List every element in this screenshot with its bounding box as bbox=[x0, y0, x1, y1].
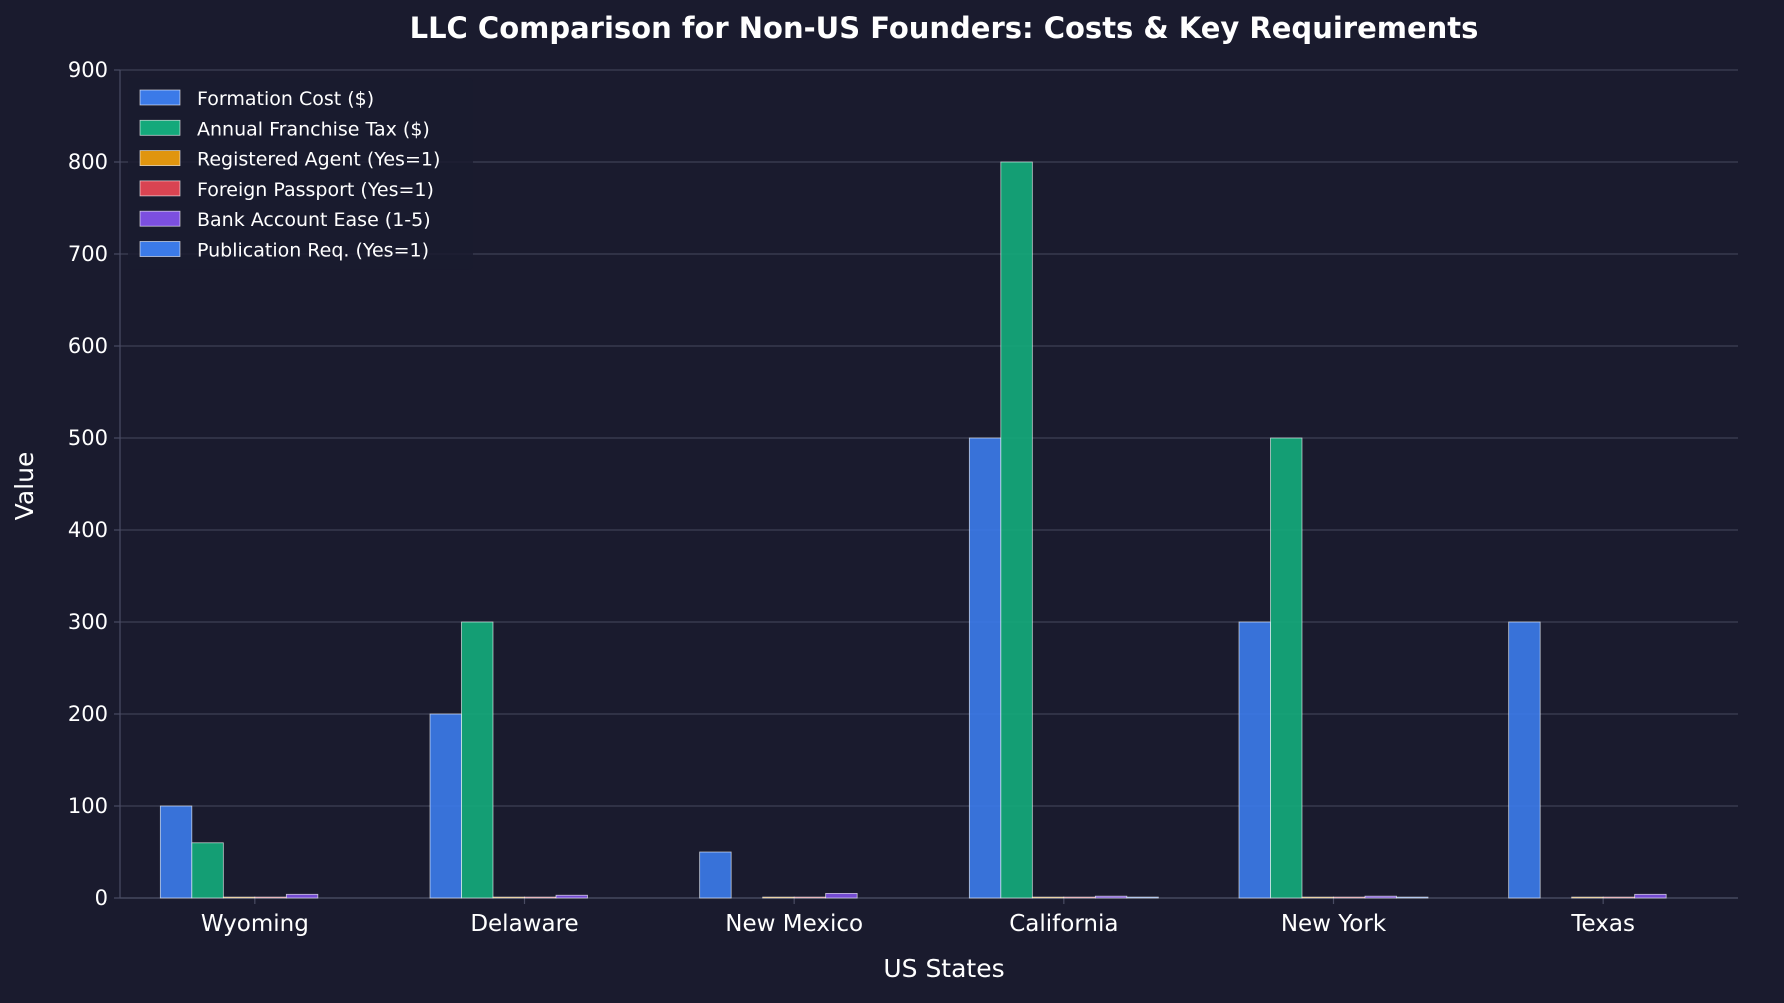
legend-label: Foreign Passport (Yes=1) bbox=[197, 179, 434, 201]
x-tick-label: Wyoming bbox=[201, 911, 309, 937]
bar-new-york-series-2 bbox=[1301, 896, 1334, 899]
bar-new-mexico-series-0 bbox=[699, 851, 732, 899]
legend-label: Bank Account Ease (1-5) bbox=[197, 209, 431, 231]
bar-delaware-series-0 bbox=[429, 713, 462, 899]
bar-new-mexico-series-4 bbox=[825, 893, 858, 899]
legend: Formation Cost ($) Annual Franchise Tax (… bbox=[128, 78, 473, 270]
legend-swatch bbox=[139, 119, 181, 136]
x-tick-label: New Mexico bbox=[725, 911, 863, 937]
bar-california-series-1 bbox=[1000, 161, 1033, 899]
y-tick-label: 400 bbox=[68, 518, 108, 542]
y-tick-label: 900 bbox=[68, 58, 108, 82]
axes bbox=[114, 69, 1738, 904]
y-tick-label: 300 bbox=[68, 610, 108, 634]
y-tick-label: 600 bbox=[68, 334, 108, 358]
bar-wyoming-series-2 bbox=[222, 896, 256, 899]
legend-box bbox=[128, 78, 473, 270]
x-tick-label: New York bbox=[1281, 911, 1387, 937]
chart-title: LLC Comparison for Non-US Founders: Cost… bbox=[410, 11, 1479, 45]
bar-delaware-series-3 bbox=[524, 896, 557, 899]
y-tick-label: 100 bbox=[68, 794, 108, 818]
bar-new-york-series-1 bbox=[1270, 437, 1303, 899]
y-tick-label: 200 bbox=[68, 702, 108, 726]
bar-california-series-0 bbox=[968, 437, 1002, 899]
bar-delaware-series-1 bbox=[461, 621, 494, 899]
legend-swatch bbox=[139, 210, 181, 227]
bar-wyoming-series-0 bbox=[159, 805, 193, 899]
bar-new-york-series-5 bbox=[1396, 896, 1429, 899]
bar-wyoming-series-3 bbox=[254, 896, 287, 899]
bars bbox=[159, 161, 1667, 899]
bar-california-series-3 bbox=[1063, 896, 1096, 899]
bar-california-series-2 bbox=[1031, 896, 1065, 899]
legend-label: Publication Req. (Yes=1) bbox=[197, 240, 429, 262]
bar-new-mexico-series-2 bbox=[762, 896, 795, 899]
bar-wyoming-series-4 bbox=[285, 893, 319, 899]
legend-label: Formation Cost ($) bbox=[197, 88, 374, 110]
y-tick-label: 800 bbox=[68, 150, 108, 174]
bar-texas-series-3 bbox=[1602, 896, 1636, 899]
legend-swatch bbox=[139, 241, 181, 257]
bar-texas-series-4 bbox=[1634, 893, 1667, 899]
bar-delaware-series-2 bbox=[492, 896, 525, 899]
y-tick-label: 0 bbox=[95, 886, 108, 910]
bar-new-york-series-4 bbox=[1364, 895, 1397, 899]
bar-delaware-series-4 bbox=[555, 894, 588, 899]
legend-swatch bbox=[139, 89, 181, 106]
bar-wyoming-series-1 bbox=[191, 842, 224, 899]
x-tick-label: Delaware bbox=[470, 911, 578, 937]
legend-swatch bbox=[139, 180, 181, 197]
legend-label: Registered Agent (Yes=1) bbox=[197, 149, 440, 171]
bar-new-york-series-0 bbox=[1238, 621, 1271, 899]
legend-label: Annual Franchise Tax ($) bbox=[197, 118, 430, 140]
x-tick-label: California bbox=[1009, 911, 1118, 937]
y-axis-label: Value bbox=[10, 452, 39, 521]
bar-texas-series-0 bbox=[1508, 621, 1541, 899]
bar-new-mexico-series-3 bbox=[793, 896, 827, 899]
y-tick-label: 500 bbox=[68, 426, 108, 450]
x-axis-label: US States bbox=[883, 954, 1004, 983]
bar-california-series-5 bbox=[1126, 896, 1159, 899]
tick-labels: 0 100 200 300 400 500 600 700 800 900 Wyoming Delaw… bbox=[68, 58, 1635, 937]
y-tick-label: 700 bbox=[68, 242, 108, 266]
bar-new-york-series-3 bbox=[1333, 896, 1366, 899]
legend-swatch bbox=[139, 150, 181, 167]
bar-texas-series-2 bbox=[1571, 896, 1604, 899]
x-tick-label: Texas bbox=[1570, 911, 1635, 937]
bar-california-series-4 bbox=[1094, 895, 1128, 899]
